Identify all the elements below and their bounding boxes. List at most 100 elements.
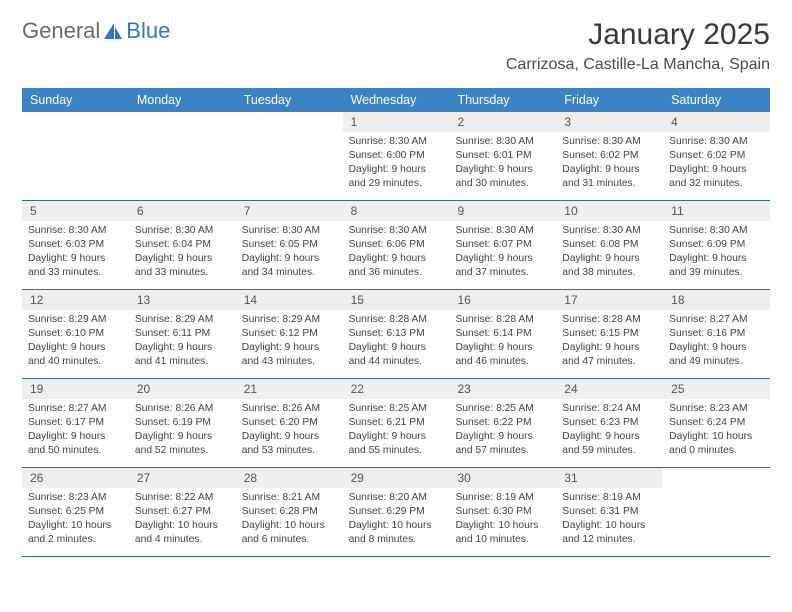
day-number: 17 bbox=[556, 290, 663, 310]
day-details: Sunrise: 8:29 AMSunset: 6:12 PMDaylight:… bbox=[242, 313, 337, 369]
day-details: Sunrise: 8:26 AMSunset: 6:19 PMDaylight:… bbox=[135, 402, 230, 458]
day-number: 29 bbox=[343, 468, 450, 488]
day-details: Sunrise: 8:30 AMSunset: 6:02 PMDaylight:… bbox=[562, 135, 657, 191]
day-number: 7 bbox=[236, 201, 343, 221]
day-number: 8 bbox=[343, 201, 450, 221]
day-cell: 25 Sunrise: 8:23 AMSunset: 6:24 PMDayligh… bbox=[663, 379, 770, 467]
logo-sail-icon bbox=[102, 21, 124, 41]
day-number: 31 bbox=[556, 468, 663, 488]
day-details: Sunrise: 8:28 AMSunset: 6:14 PMDaylight:… bbox=[455, 313, 550, 369]
dow-header-cell: Saturday bbox=[663, 88, 770, 112]
day-number: 18 bbox=[663, 290, 770, 310]
week-row: 19Sunrise: 8:27 AMSunset: 6:17 PMDayligh… bbox=[22, 379, 770, 468]
day-cell: 13 Sunrise: 8:29 AMSunset: 6:11 PMDayligh… bbox=[129, 290, 236, 378]
day-number: 21 bbox=[236, 379, 343, 399]
day-number: 6 bbox=[129, 201, 236, 221]
logo-text-blue: Blue bbox=[126, 18, 170, 44]
dow-header-cell: Monday bbox=[129, 88, 236, 112]
logo-text-general: General bbox=[22, 18, 100, 44]
day-number: 13 bbox=[129, 290, 236, 310]
day-number: 30 bbox=[449, 468, 556, 488]
day-number: 9 bbox=[449, 201, 556, 221]
day-cell: 21 Sunrise: 8:26 AMSunset: 6:20 PMDayligh… bbox=[236, 379, 343, 467]
day-cell: 5Sunrise: 8:30 AMSunset: 6:03 PMDaylight… bbox=[22, 201, 129, 289]
day-details: Sunrise: 8:29 AMSunset: 6:10 PMDaylight:… bbox=[28, 313, 123, 369]
day-number: 20 bbox=[129, 379, 236, 399]
day-cell: 14 Sunrise: 8:29 AMSunset: 6:12 PMDayligh… bbox=[236, 290, 343, 378]
day-details: Sunrise: 8:30 AMSunset: 6:05 PMDaylight:… bbox=[242, 224, 337, 280]
day-cell: 24Sunrise: 8:24 AMSunset: 6:23 PMDayligh… bbox=[556, 379, 663, 467]
day-number: 27 bbox=[129, 468, 236, 488]
day-details: Sunrise: 8:27 AMSunset: 6:16 PMDaylight:… bbox=[669, 313, 764, 369]
dow-header-cell: Friday bbox=[556, 88, 663, 112]
week-row: 1 Sunrise: 8:30 AMSunset: 6:00 PMDaylight… bbox=[22, 112, 770, 201]
day-details: Sunrise: 8:30 AMSunset: 6:06 PMDaylight:… bbox=[349, 224, 444, 280]
week-row: 12 Sunrise: 8:29 AMSunset: 6:10 PMDayligh… bbox=[22, 290, 770, 379]
day-details: Sunrise: 8:19 AMSunset: 6:30 PMDaylight:… bbox=[455, 491, 550, 547]
day-cell: 26 Sunrise: 8:23 AMSunset: 6:25 PMDayligh… bbox=[22, 468, 129, 556]
header: General Blue January 2025 Carrizosa, Cas… bbox=[22, 18, 770, 74]
day-cell: 28 Sunrise: 8:21 AMSunset: 6:28 PMDayligh… bbox=[236, 468, 343, 556]
page-title: January 2025 bbox=[506, 18, 770, 52]
dow-header-cell: Wednesday bbox=[343, 88, 450, 112]
day-number: 10 bbox=[556, 201, 663, 221]
title-block: January 2025 Carrizosa, Castille-La Manc… bbox=[506, 18, 770, 74]
day-cell: 30 Sunrise: 8:19 AMSunset: 6:30 PMDayligh… bbox=[449, 468, 556, 556]
day-details: Sunrise: 8:28 AMSunset: 6:15 PMDaylight:… bbox=[562, 313, 657, 369]
day-number: 16 bbox=[449, 290, 556, 310]
day-number: 24 bbox=[556, 379, 663, 399]
day-number: 28 bbox=[236, 468, 343, 488]
day-cell: 20 Sunrise: 8:26 AMSunset: 6:19 PMDayligh… bbox=[129, 379, 236, 467]
day-details: Sunrise: 8:26 AMSunset: 6:20 PMDaylight:… bbox=[242, 402, 337, 458]
day-number: 12 bbox=[22, 290, 129, 310]
dow-header-row: SundayMondayTuesdayWednesdayThursdayFrid… bbox=[22, 88, 770, 112]
day-number: 11 bbox=[663, 201, 770, 221]
day-number: 1 bbox=[343, 112, 450, 132]
dow-header-cell: Tuesday bbox=[236, 88, 343, 112]
day-details: Sunrise: 8:19 AMSunset: 6:31 PMDaylight:… bbox=[562, 491, 657, 547]
day-details: Sunrise: 8:30 AMSunset: 6:09 PMDaylight:… bbox=[669, 224, 764, 280]
day-number: 25 bbox=[663, 379, 770, 399]
day-details: Sunrise: 8:30 AMSunset: 6:04 PMDaylight:… bbox=[135, 224, 230, 280]
dow-header-cell: Sunday bbox=[22, 88, 129, 112]
day-cell: 1 Sunrise: 8:30 AMSunset: 6:00 PMDaylight… bbox=[343, 112, 450, 200]
week-row: 26 Sunrise: 8:23 AMSunset: 6:25 PMDayligh… bbox=[22, 468, 770, 557]
day-number: 26 bbox=[22, 468, 129, 488]
week-row: 5Sunrise: 8:30 AMSunset: 6:03 PMDaylight… bbox=[22, 201, 770, 290]
day-cell: 22Sunrise: 8:25 AMSunset: 6:21 PMDayligh… bbox=[343, 379, 450, 467]
day-details: Sunrise: 8:21 AMSunset: 6:28 PMDaylight:… bbox=[242, 491, 337, 547]
calendar-body: 1 Sunrise: 8:30 AMSunset: 6:00 PMDaylight… bbox=[22, 112, 770, 557]
day-cell: 29 Sunrise: 8:20 AMSunset: 6:29 PMDayligh… bbox=[343, 468, 450, 556]
day-cell: 23Sunrise: 8:25 AMSunset: 6:22 PMDayligh… bbox=[449, 379, 556, 467]
day-cell: 27 Sunrise: 8:22 AMSunset: 6:27 PMDayligh… bbox=[129, 468, 236, 556]
day-cell bbox=[663, 468, 770, 556]
day-cell: 6 Sunrise: 8:30 AMSunset: 6:04 PMDaylight… bbox=[129, 201, 236, 289]
day-number: 14 bbox=[236, 290, 343, 310]
day-details: Sunrise: 8:25 AMSunset: 6:22 PMDaylight:… bbox=[455, 402, 550, 458]
day-details: Sunrise: 8:30 AMSunset: 6:07 PMDaylight:… bbox=[455, 224, 550, 280]
day-cell bbox=[129, 112, 236, 200]
day-cell: 2Sunrise: 8:30 AMSunset: 6:01 PMDaylight… bbox=[449, 112, 556, 200]
day-details: Sunrise: 8:29 AMSunset: 6:11 PMDaylight:… bbox=[135, 313, 230, 369]
day-details: Sunrise: 8:23 AMSunset: 6:25 PMDaylight:… bbox=[28, 491, 123, 547]
day-details: Sunrise: 8:28 AMSunset: 6:13 PMDaylight:… bbox=[349, 313, 444, 369]
day-cell: 9 Sunrise: 8:30 AMSunset: 6:07 PMDaylight… bbox=[449, 201, 556, 289]
day-cell: 4Sunrise: 8:30 AMSunset: 6:02 PMDaylight… bbox=[663, 112, 770, 200]
day-cell bbox=[236, 112, 343, 200]
day-cell: 11 Sunrise: 8:30 AMSunset: 6:09 PMDayligh… bbox=[663, 201, 770, 289]
day-cell: 8 Sunrise: 8:30 AMSunset: 6:06 PMDaylight… bbox=[343, 201, 450, 289]
day-details: Sunrise: 8:27 AMSunset: 6:17 PMDaylight:… bbox=[28, 402, 123, 458]
logo: General Blue bbox=[22, 18, 170, 44]
day-details: Sunrise: 8:30 AMSunset: 6:00 PMDaylight:… bbox=[349, 135, 444, 191]
day-cell: 3Sunrise: 8:30 AMSunset: 6:02 PMDaylight… bbox=[556, 112, 663, 200]
day-cell: 10Sunrise: 8:30 AMSunset: 6:08 PMDayligh… bbox=[556, 201, 663, 289]
day-details: Sunrise: 8:20 AMSunset: 6:29 PMDaylight:… bbox=[349, 491, 444, 547]
day-details: Sunrise: 8:23 AMSunset: 6:24 PMDaylight:… bbox=[669, 402, 764, 458]
day-cell: 15Sunrise: 8:28 AMSunset: 6:13 PMDayligh… bbox=[343, 290, 450, 378]
day-number: 2 bbox=[449, 112, 556, 132]
day-details: Sunrise: 8:25 AMSunset: 6:21 PMDaylight:… bbox=[349, 402, 444, 458]
day-details: Sunrise: 8:22 AMSunset: 6:27 PMDaylight:… bbox=[135, 491, 230, 547]
day-cell: 17 Sunrise: 8:28 AMSunset: 6:15 PMDayligh… bbox=[556, 290, 663, 378]
day-number: 4 bbox=[663, 112, 770, 132]
day-cell: 31 Sunrise: 8:19 AMSunset: 6:31 PMDayligh… bbox=[556, 468, 663, 556]
